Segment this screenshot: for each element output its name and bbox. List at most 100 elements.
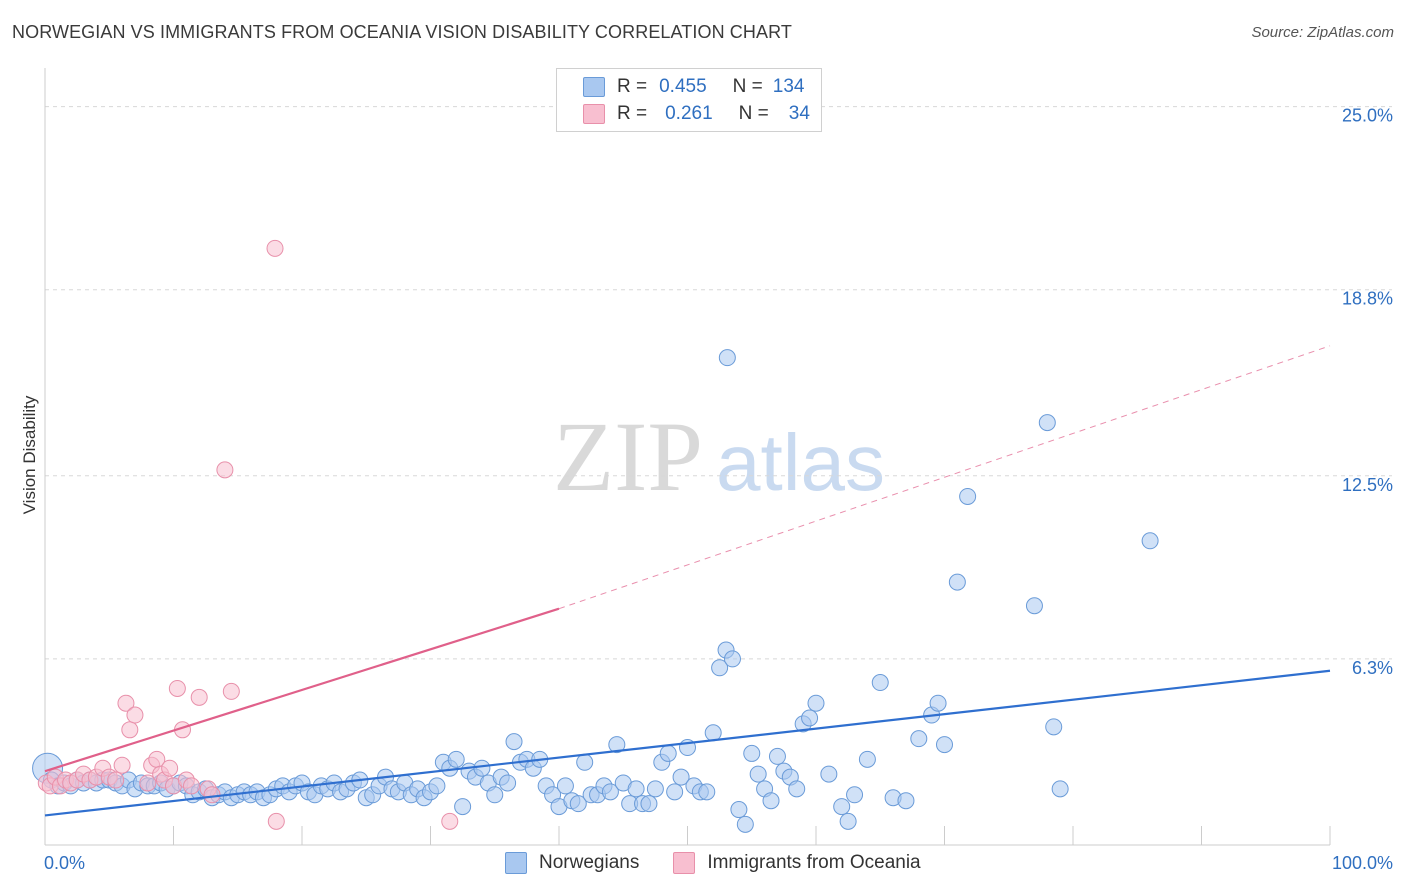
norwegian-point [749,765,767,783]
legend-n-value: 134 [772,76,805,97]
y-axis-label: Vision Disability [20,395,39,514]
norwegian-point [807,694,825,712]
norwegian-point [768,747,786,765]
norwegian-point [897,792,915,810]
oceania-point [266,239,284,257]
oceania-point [107,771,125,789]
bottom-legend-swatch [673,852,696,874]
oceania-point [203,786,221,804]
watermark-atlas: atlas [716,418,885,507]
watermark-zip: ZIP [553,401,703,512]
bottom-legend-label: Immigrants from Oceania [707,852,921,873]
oceania-point [267,812,285,830]
legend-r-value: 0.455 [659,76,707,97]
oceania-point [222,682,240,700]
source-label: Source: ZipAtlas.com [1251,24,1394,41]
legend-box: R = 0.455 N = 134 R = 0.261 N = 34 [556,68,822,132]
oceania-point [441,812,459,830]
norwegian-point [672,768,690,786]
y-tick-label: 6.3% [1352,658,1393,678]
norwegian-point [569,795,587,813]
bottom-legend: Norwegians Immigrants from Oceania [505,852,955,874]
norwegian-point [711,659,729,677]
norwegian-point [1051,780,1069,798]
norwegian-point [762,792,780,810]
norwegian-point [1045,718,1063,736]
norwegian-point [505,733,523,751]
norwegian-point [698,783,716,801]
legend-swatch-norwegians [583,77,605,97]
norwegian-point [486,786,504,804]
norwegian-point [959,487,977,505]
norwegian-point [743,744,761,762]
norwegian-point [846,786,864,804]
norwegian-point [627,780,645,798]
bottom-legend-oceania: Immigrants from Oceania [673,852,921,874]
norwegian-point [723,650,741,668]
norwegian-point [473,759,491,777]
oceania-point [113,756,131,774]
oceania-point [139,774,157,792]
x-tick-label: 100.0% [1332,853,1393,873]
norwegian-point [1025,597,1043,615]
oceania-point [121,721,139,739]
legend-n-value: 34 [788,103,810,124]
norwegian-point [788,780,806,798]
oceania-point [190,688,208,706]
norwegian-point [929,694,947,712]
oceania-point [216,461,234,479]
norwegian-point [646,780,664,798]
norwegian-point [428,777,446,795]
legend-r-label: R = [617,76,648,97]
norwegian-point [640,795,658,813]
legend-swatch-oceania [583,104,605,124]
norwegian-point [1141,532,1159,550]
legend-row-norwegians: R = 0.455 N = 134 [583,75,804,99]
oceania-point [182,777,200,795]
norwegian-point [499,774,517,792]
oceania-trendline-extension [558,345,1331,610]
bottom-legend-norwegians: Norwegians [505,852,639,874]
norwegian-point [910,730,928,748]
oceania-point [161,759,179,777]
norwegian-point [608,736,626,754]
norwegian-point [936,736,953,754]
norwegian-point [454,798,472,816]
legend-n-label: N = [732,76,763,97]
y-tick-label: 25.0% [1342,106,1393,126]
norwegian-point [820,765,838,783]
norwegian-point [576,753,594,771]
y-tick-label: 12.5% [1342,475,1393,495]
norwegian-point [801,709,819,727]
bottom-legend-label: Norwegians [539,852,640,873]
norwegian-point [871,674,889,692]
legend-n-label: N = [738,103,769,124]
norwegian-point [556,777,574,795]
x-tick-label: 0.0% [44,853,85,873]
norwegian-point [704,724,722,742]
norwegian-point [948,573,966,591]
legend-row-oceania: R = 0.261 N = 34 [583,102,810,126]
norwegian-point [730,801,748,819]
oceania-point [117,694,135,712]
norwegian-point [666,783,684,801]
norwegian-point [718,349,736,367]
legend-r-label: R = [617,103,648,124]
norwegian-trendline [44,669,1331,817]
oceania-point [168,679,186,697]
bottom-legend-swatch [505,852,527,874]
oceania-trendline [44,607,560,773]
norwegian-point [839,812,857,830]
oceania-point [126,706,144,724]
norwegian-point [447,750,465,768]
norwegian-point [601,783,619,801]
norwegian-point [833,798,851,816]
chart-title: NORWEGIAN VS IMMIGRANTS FROM OCEANIA VIS… [12,22,792,42]
norwegian-point [1038,414,1056,432]
norwegian-point [736,815,754,833]
norwegian-point [659,744,677,762]
legend-r-value: 0.261 [665,103,713,124]
y-tick-label: 18.8% [1342,289,1393,309]
norwegian-point [858,750,876,768]
